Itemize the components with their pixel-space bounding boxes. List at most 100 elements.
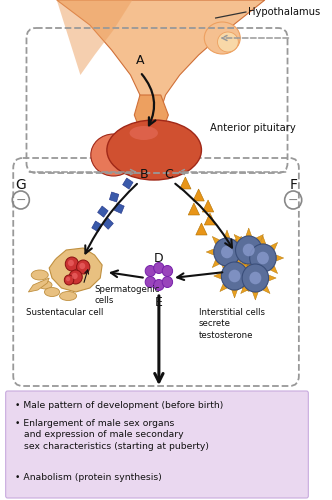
Polygon shape bbox=[263, 286, 270, 294]
Text: A: A bbox=[136, 54, 144, 66]
Bar bbox=[114, 203, 124, 213]
Polygon shape bbox=[246, 264, 252, 272]
Polygon shape bbox=[214, 273, 221, 279]
Bar bbox=[103, 218, 113, 230]
Circle shape bbox=[214, 238, 240, 266]
Polygon shape bbox=[220, 260, 227, 268]
Circle shape bbox=[235, 236, 262, 264]
Polygon shape bbox=[234, 258, 241, 266]
Polygon shape bbox=[246, 228, 252, 236]
Polygon shape bbox=[260, 272, 266, 280]
Polygon shape bbox=[270, 242, 278, 250]
Text: E: E bbox=[155, 296, 163, 308]
Polygon shape bbox=[269, 275, 276, 281]
Circle shape bbox=[145, 266, 156, 276]
Circle shape bbox=[242, 264, 269, 292]
Text: F: F bbox=[289, 178, 297, 192]
Text: C: C bbox=[164, 168, 173, 180]
Circle shape bbox=[77, 260, 90, 274]
Text: • Enlargement of male sex organs
   and expression of male secondary
   sex char: • Enlargement of male sex organs and exp… bbox=[15, 419, 209, 451]
Circle shape bbox=[65, 257, 78, 271]
Circle shape bbox=[154, 262, 164, 274]
Polygon shape bbox=[180, 177, 191, 189]
Bar bbox=[109, 192, 119, 202]
Circle shape bbox=[243, 244, 255, 256]
Bar bbox=[92, 221, 102, 232]
Polygon shape bbox=[234, 275, 242, 281]
Polygon shape bbox=[241, 262, 248, 270]
Text: −: − bbox=[288, 194, 298, 207]
Circle shape bbox=[257, 252, 269, 264]
Circle shape bbox=[221, 246, 233, 258]
Circle shape bbox=[154, 280, 164, 290]
Ellipse shape bbox=[39, 281, 52, 289]
Circle shape bbox=[162, 266, 173, 276]
Polygon shape bbox=[242, 284, 249, 292]
Text: Spermatogenic
cells: Spermatogenic cells bbox=[95, 285, 160, 305]
Circle shape bbox=[79, 263, 85, 269]
Polygon shape bbox=[240, 249, 248, 255]
Text: Hypothalamus: Hypothalamus bbox=[248, 7, 320, 17]
Polygon shape bbox=[232, 254, 237, 262]
Polygon shape bbox=[196, 223, 207, 235]
Text: −: − bbox=[16, 194, 26, 207]
Polygon shape bbox=[193, 189, 204, 201]
Polygon shape bbox=[234, 236, 242, 244]
Polygon shape bbox=[134, 95, 168, 140]
Polygon shape bbox=[57, 0, 132, 75]
Bar bbox=[123, 178, 133, 189]
Polygon shape bbox=[49, 248, 102, 292]
Ellipse shape bbox=[91, 134, 136, 176]
Circle shape bbox=[249, 272, 261, 284]
Polygon shape bbox=[248, 242, 256, 250]
Polygon shape bbox=[248, 273, 255, 279]
Text: Sustentacular cell: Sustentacular cell bbox=[27, 308, 104, 317]
Polygon shape bbox=[224, 230, 230, 238]
Polygon shape bbox=[276, 255, 284, 261]
Polygon shape bbox=[204, 213, 216, 225]
Polygon shape bbox=[234, 234, 241, 242]
Text: • Male pattern of development (before birth): • Male pattern of development (before bi… bbox=[15, 401, 223, 410]
Polygon shape bbox=[212, 260, 220, 268]
Circle shape bbox=[64, 275, 74, 285]
Polygon shape bbox=[270, 266, 278, 274]
Polygon shape bbox=[241, 286, 248, 294]
Polygon shape bbox=[256, 258, 264, 266]
Circle shape bbox=[66, 277, 70, 281]
Polygon shape bbox=[232, 290, 237, 298]
Polygon shape bbox=[206, 249, 214, 255]
Polygon shape bbox=[260, 236, 266, 244]
Circle shape bbox=[145, 276, 156, 287]
Polygon shape bbox=[28, 278, 49, 292]
Polygon shape bbox=[220, 284, 227, 292]
Ellipse shape bbox=[59, 292, 77, 300]
Ellipse shape bbox=[44, 288, 59, 296]
Text: Anterior pituitary: Anterior pituitary bbox=[210, 123, 296, 133]
Circle shape bbox=[68, 260, 74, 266]
Polygon shape bbox=[234, 260, 242, 268]
Polygon shape bbox=[242, 260, 249, 268]
Polygon shape bbox=[57, 0, 265, 110]
Polygon shape bbox=[224, 266, 230, 274]
Polygon shape bbox=[188, 203, 200, 215]
Circle shape bbox=[250, 244, 276, 272]
Polygon shape bbox=[242, 255, 250, 261]
Circle shape bbox=[72, 273, 78, 279]
Circle shape bbox=[69, 270, 82, 284]
Polygon shape bbox=[203, 200, 214, 212]
Circle shape bbox=[229, 270, 240, 282]
Polygon shape bbox=[263, 262, 270, 270]
Polygon shape bbox=[253, 292, 258, 300]
Ellipse shape bbox=[129, 126, 158, 140]
Text: Interstitial cells
secrete
testosterone: Interstitial cells secrete testosterone bbox=[199, 308, 265, 340]
Circle shape bbox=[221, 262, 248, 290]
Polygon shape bbox=[212, 236, 220, 244]
Bar bbox=[98, 206, 108, 217]
Ellipse shape bbox=[31, 270, 48, 280]
Text: D: D bbox=[154, 252, 164, 264]
FancyBboxPatch shape bbox=[6, 391, 308, 498]
Polygon shape bbox=[248, 266, 256, 274]
Ellipse shape bbox=[107, 120, 202, 180]
Polygon shape bbox=[253, 256, 258, 264]
Text: B: B bbox=[139, 168, 148, 180]
